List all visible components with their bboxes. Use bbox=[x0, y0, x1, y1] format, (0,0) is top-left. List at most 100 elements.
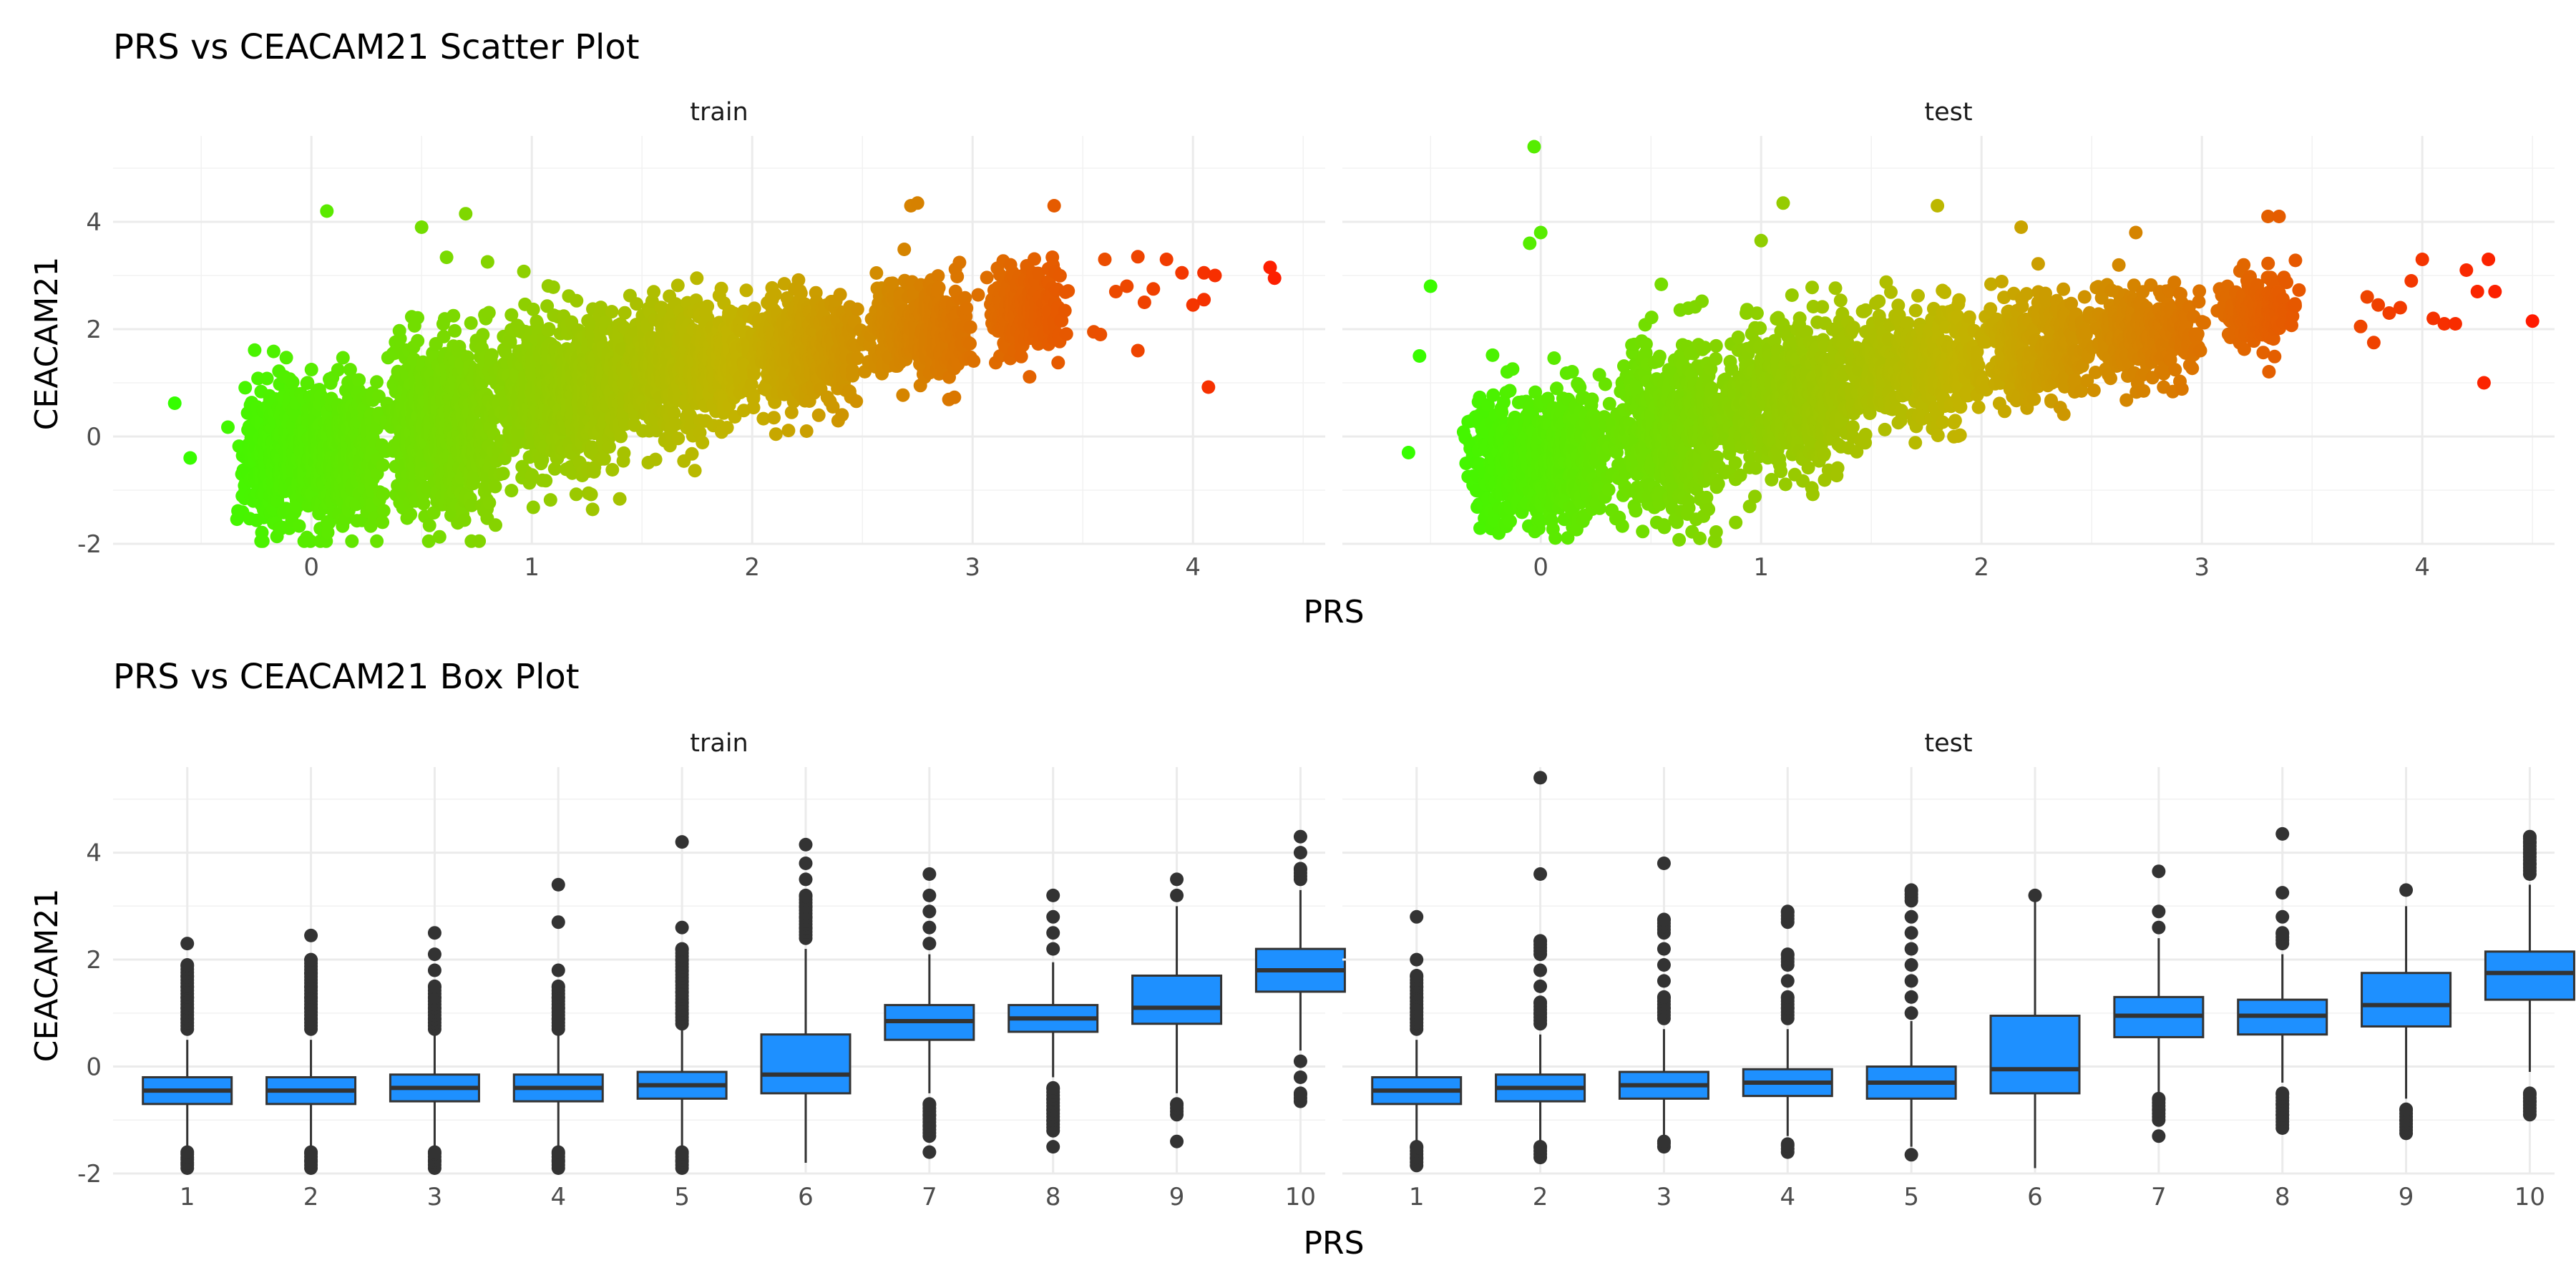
scatter-point bbox=[543, 493, 557, 507]
scatter-point bbox=[963, 336, 977, 351]
scatter-point bbox=[183, 451, 197, 465]
x-tick-label: 4 bbox=[1185, 553, 1201, 582]
scatter-point bbox=[570, 293, 584, 308]
scatter-point bbox=[897, 243, 912, 256]
scatter-point bbox=[238, 381, 253, 395]
scatter-point bbox=[1201, 380, 1216, 394]
scatter-point bbox=[1413, 349, 1427, 363]
scatter-point bbox=[1503, 384, 1517, 398]
scatter-point bbox=[376, 487, 391, 501]
scatter-point bbox=[1053, 268, 1067, 283]
scatter-point bbox=[482, 496, 497, 510]
scatter-point bbox=[260, 371, 274, 386]
scatter-point bbox=[714, 281, 728, 296]
scatter-point bbox=[1131, 250, 1145, 264]
scatter-point bbox=[484, 348, 499, 362]
scatter-point bbox=[618, 306, 632, 320]
y-tick-label: -2 bbox=[77, 530, 102, 559]
scatter-point bbox=[255, 534, 270, 548]
scatter-point bbox=[345, 534, 359, 548]
scatter-point bbox=[1051, 356, 1065, 370]
scatter-point bbox=[301, 376, 315, 390]
scatter-point bbox=[670, 278, 685, 293]
scatter-point bbox=[980, 270, 994, 285]
scatter-point bbox=[480, 255, 494, 269]
scatter-point bbox=[963, 320, 977, 334]
scatter-point bbox=[688, 464, 702, 478]
scatter-point bbox=[685, 447, 699, 461]
scatter-point bbox=[279, 351, 293, 365]
scatter-point bbox=[910, 196, 924, 210]
scatter-point bbox=[971, 288, 985, 302]
scatter-point bbox=[448, 323, 462, 338]
scatter-point bbox=[1093, 328, 1108, 341]
scatter-point bbox=[769, 427, 783, 441]
scatter-point bbox=[1208, 268, 1222, 283]
scatter-point bbox=[303, 534, 318, 548]
x-tick-label: 4 bbox=[2414, 553, 2430, 582]
scatter-point bbox=[331, 363, 345, 377]
scatter-point bbox=[526, 500, 540, 514]
scatter-point bbox=[286, 376, 300, 389]
scatter-point bbox=[472, 534, 487, 548]
scatter-point bbox=[393, 331, 407, 346]
scatter-point bbox=[1506, 362, 1520, 376]
scatter-point bbox=[457, 513, 472, 527]
scatter-point bbox=[352, 373, 366, 387]
scatter-point bbox=[1061, 284, 1075, 298]
scatter-point bbox=[701, 299, 715, 313]
scatter-point bbox=[617, 446, 631, 460]
scatter-point bbox=[439, 250, 454, 265]
scatter-point bbox=[320, 204, 334, 218]
scatter-point bbox=[1120, 279, 1134, 293]
scatter-point bbox=[517, 264, 531, 278]
scatter-point bbox=[1548, 531, 1563, 545]
scatter-point bbox=[630, 297, 644, 311]
x-tick-label: 2 bbox=[1974, 553, 1989, 582]
scatter-strip-test: test bbox=[1924, 98, 1972, 127]
scatter-point bbox=[781, 424, 796, 438]
scatter-point bbox=[1565, 365, 1579, 379]
scatter-point bbox=[411, 333, 425, 348]
scatter-point bbox=[322, 515, 336, 530]
scatter-point bbox=[221, 420, 235, 434]
scatter-point bbox=[647, 285, 661, 299]
scatter-point bbox=[370, 375, 384, 389]
scatter-point bbox=[585, 502, 600, 517]
scatter-point bbox=[496, 467, 510, 481]
scatter-point bbox=[869, 266, 884, 280]
scatter-point bbox=[1047, 199, 1061, 213]
scatter-point bbox=[376, 504, 391, 518]
scatter-point bbox=[648, 452, 663, 467]
scatter-point bbox=[376, 515, 390, 530]
scatter-point bbox=[539, 474, 553, 488]
scatter-point bbox=[1485, 348, 1500, 362]
scatter-point bbox=[1533, 225, 1548, 240]
scatter-point bbox=[248, 343, 262, 357]
scatter-point bbox=[613, 492, 627, 506]
scatter-point bbox=[370, 534, 384, 548]
scatter-point bbox=[504, 484, 519, 498]
scatter-point bbox=[932, 280, 946, 295]
scatter-point bbox=[811, 408, 826, 422]
scatter-point bbox=[846, 369, 860, 383]
scatter-point bbox=[952, 255, 967, 270]
scatter-point bbox=[546, 280, 560, 294]
scatter-point bbox=[833, 288, 847, 302]
x-tick-label: 1 bbox=[524, 553, 540, 582]
scatter-point bbox=[614, 429, 628, 444]
scatter-point bbox=[542, 322, 556, 336]
scatter-point bbox=[336, 351, 350, 365]
scatter-point bbox=[896, 388, 910, 402]
scatter-point bbox=[1137, 296, 1151, 309]
scatter-point bbox=[1197, 293, 1211, 307]
scatter-point bbox=[1547, 351, 1561, 365]
scatter-point bbox=[1028, 252, 1041, 266]
scatter-point bbox=[1058, 303, 1072, 318]
scatter-point bbox=[414, 220, 429, 234]
scatter-point bbox=[739, 283, 753, 298]
scatter-point bbox=[696, 436, 710, 449]
scatter-point bbox=[849, 394, 864, 409]
